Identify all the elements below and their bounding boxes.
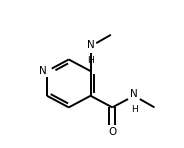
- Text: O: O: [108, 127, 116, 137]
- Text: H: H: [131, 105, 137, 114]
- Text: N: N: [87, 40, 94, 50]
- Text: N: N: [39, 66, 47, 76]
- Text: H: H: [87, 56, 94, 65]
- Text: N: N: [130, 89, 138, 99]
